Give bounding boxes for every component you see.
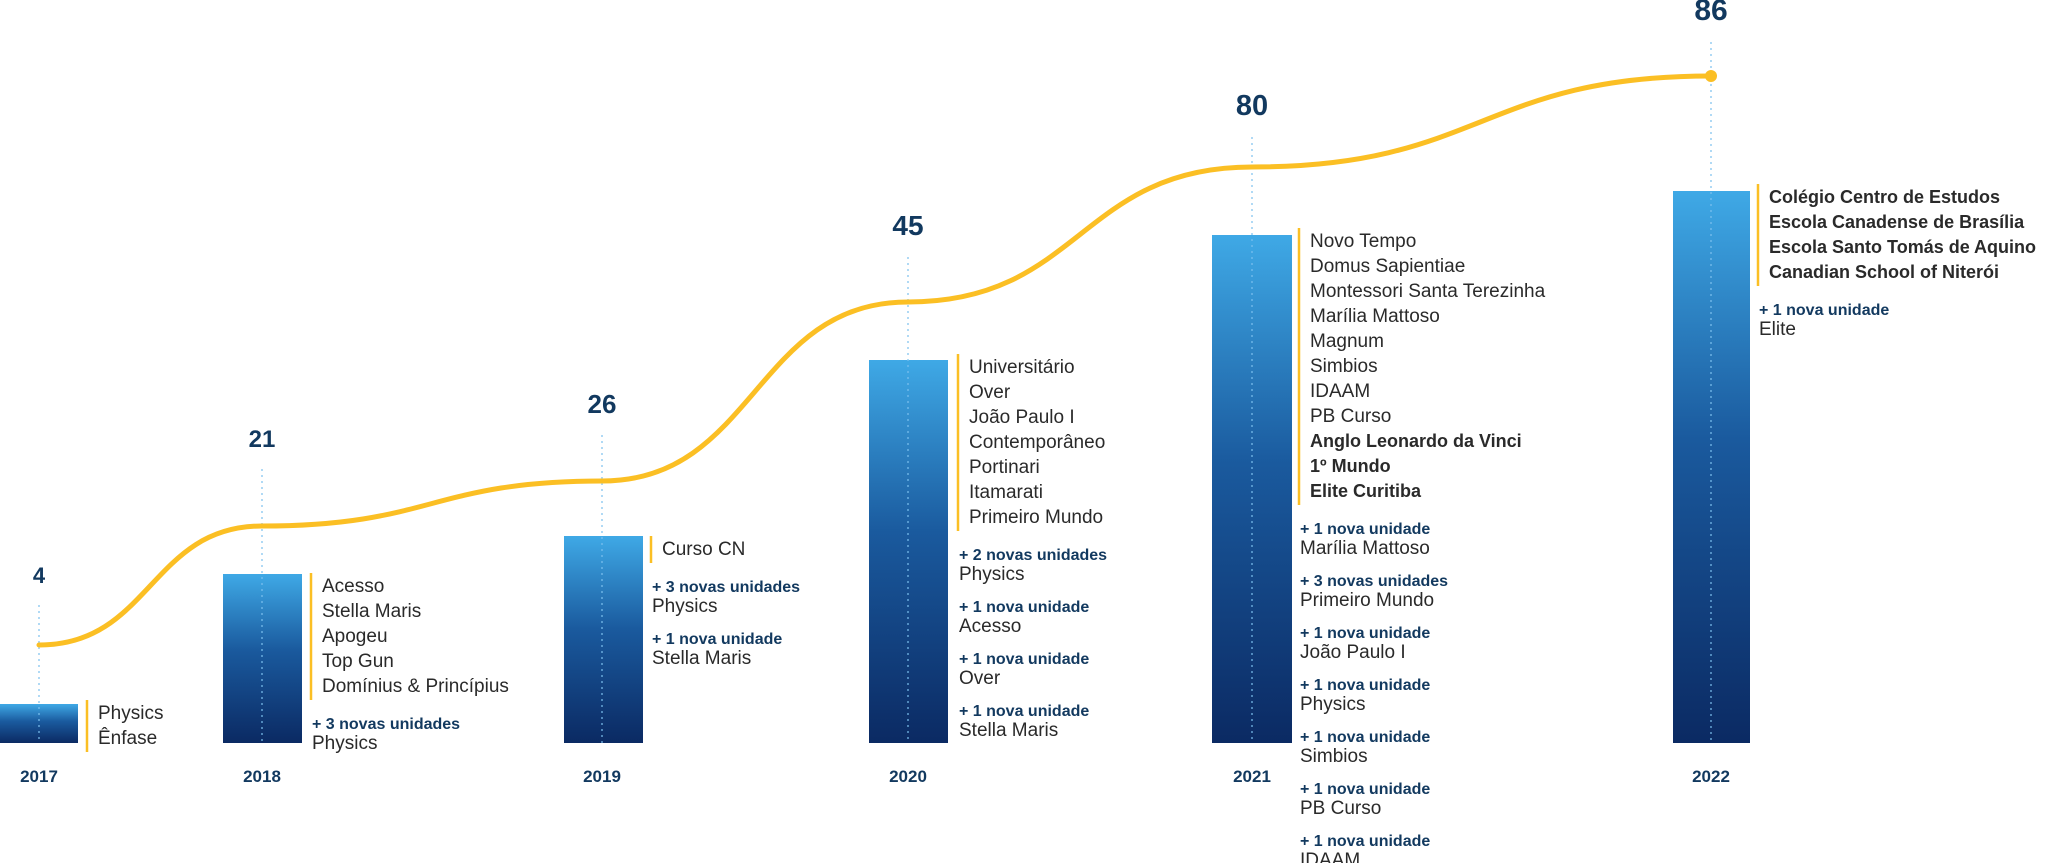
addition-school: Acesso: [959, 616, 1021, 637]
school-item: Stella Maris: [322, 601, 421, 622]
addition-label: + 1 nova unidade: [1300, 677, 1430, 694]
count-label-2018: 21: [249, 426, 276, 453]
addition-label: + 3 novas unidades: [312, 716, 460, 733]
school-item: Colégio Centro de Estudos: [1769, 187, 2000, 207]
school-item: Top Gun: [322, 651, 394, 672]
addition-school: Simbios: [1300, 746, 1368, 767]
growth-line: [36, 73, 1714, 648]
school-item: Itamarati: [969, 482, 1043, 503]
addition-school: Marília Mattoso: [1300, 538, 1430, 559]
addition-label: + 1 nova unidade: [1300, 833, 1430, 850]
bar-2018: [223, 574, 302, 743]
school-item: Canadian School of Niterói: [1769, 262, 1999, 282]
school-item: Universitário: [969, 357, 1075, 378]
school-item: Physics: [98, 703, 163, 724]
school-item: Ênfase: [98, 727, 157, 749]
school-item: Marília Mattoso: [1310, 306, 1440, 327]
school-item: João Paulo I: [969, 407, 1075, 428]
school-item: Elite Curitiba: [1310, 481, 1422, 501]
school-item: Magnum: [1310, 331, 1384, 352]
addition-school: Physics: [959, 564, 1024, 585]
count-label-2017: 4: [33, 563, 46, 588]
school-item: Acesso: [322, 576, 384, 597]
addition-school: Physics: [312, 733, 377, 754]
school-item: Portinari: [969, 457, 1040, 478]
school-item: 1º Mundo: [1310, 456, 1391, 476]
year-label-2018: 2018: [243, 767, 281, 786]
school-item: Escola Canadense de Brasília: [1769, 212, 2025, 232]
bar-2019: [564, 536, 643, 743]
school-item: Contemporâneo: [969, 432, 1105, 453]
school-item: Domus Sapientiae: [1310, 256, 1465, 277]
addition-school: Stella Maris: [652, 648, 751, 669]
addition-label: + 1 nova unidade: [959, 599, 1089, 616]
addition-school: Primeiro Mundo: [1300, 590, 1434, 611]
addition-school: IDAAM: [1300, 850, 1360, 863]
school-item: Domínius & Princípius: [322, 676, 509, 697]
addition-label: + 1 nova unidade: [1759, 302, 1889, 319]
bar-2021: [1212, 235, 1292, 743]
addition-label: + 1 nova unidade: [1300, 521, 1430, 538]
school-item: Over: [969, 382, 1011, 403]
addition-label: + 1 nova unidade: [1300, 781, 1430, 798]
year-label-2017: 2017: [20, 767, 58, 786]
addition-school: Physics: [1300, 694, 1365, 715]
addition-label: + 1 nova unidade: [1300, 625, 1430, 642]
school-item: Curso CN: [662, 539, 745, 560]
year-label-2019: 2019: [583, 767, 621, 786]
addition-school: Elite: [1759, 319, 1796, 340]
school-item: Anglo Leonardo da Vinci: [1310, 431, 1522, 451]
school-item: Escola Santo Tomás de Aquino: [1769, 237, 2036, 257]
school-item: PB Curso: [1310, 406, 1391, 427]
school-item: Apogeu: [322, 626, 388, 647]
addition-label: + 1 nova unidade: [959, 651, 1089, 668]
count-label-2019: 26: [588, 389, 617, 419]
year-label-2022: 2022: [1692, 767, 1730, 786]
bar-2017: [0, 704, 78, 743]
school-item: IDAAM: [1310, 381, 1370, 402]
addition-label: + 1 nova unidade: [959, 703, 1089, 720]
count-label-2021: 80: [1236, 90, 1268, 122]
addition-label: + 2 novas unidades: [959, 547, 1107, 564]
school-item: Primeiro Mundo: [969, 507, 1103, 528]
addition-label: + 3 novas unidades: [1300, 573, 1448, 590]
addition-school: João Paulo I: [1300, 642, 1406, 663]
addition-label: + 1 nova unidade: [1300, 729, 1430, 746]
count-label-2022: 86: [1694, 0, 1727, 27]
addition-school: Stella Maris: [959, 720, 1058, 741]
school-item: Montessori Santa Terezinha: [1310, 281, 1546, 302]
count-label-2020: 45: [892, 210, 923, 241]
school-item: Simbios: [1310, 356, 1378, 377]
addition-school: PB Curso: [1300, 798, 1381, 819]
addition-label: + 3 novas unidades: [652, 579, 800, 596]
school-item: Novo Tempo: [1310, 231, 1416, 252]
growth-line-end-marker: [1705, 70, 1717, 82]
addition-label: + 1 nova unidade: [652, 631, 782, 648]
addition-school: Physics: [652, 596, 717, 617]
year-label-2020: 2020: [889, 767, 927, 786]
year-label-2021: 2021: [1233, 767, 1271, 786]
addition-school: Over: [959, 668, 1001, 689]
